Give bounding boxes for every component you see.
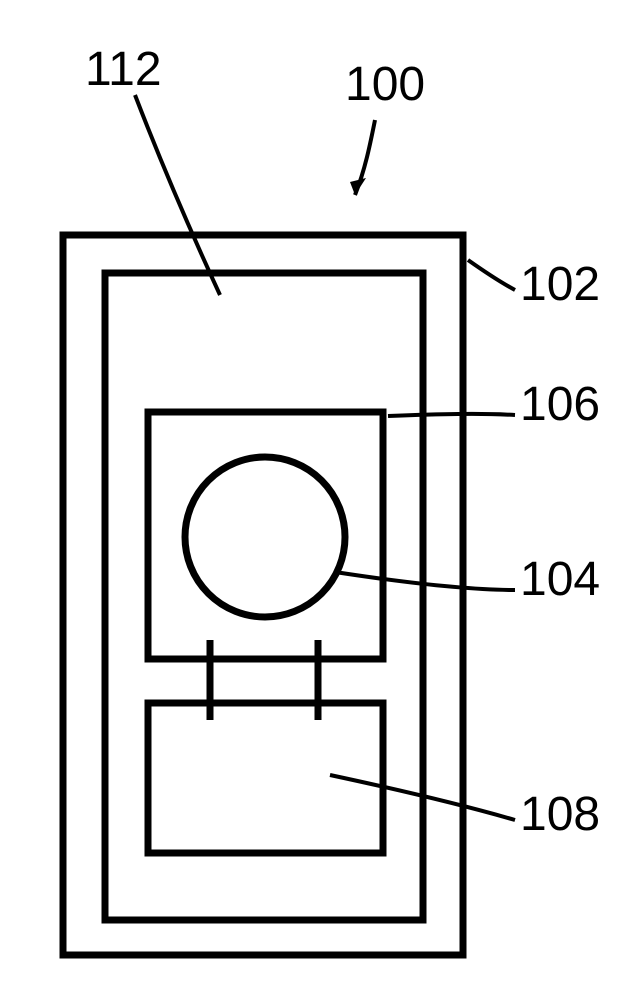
leader-112: [135, 95, 220, 295]
label-104: 104: [520, 553, 600, 606]
outer-enclosure: [63, 235, 463, 955]
inner-enclosure: [105, 273, 423, 920]
lens-circle: [185, 457, 345, 617]
label-100: 100: [345, 58, 425, 111]
leader-102: [468, 260, 515, 290]
label-108: 108: [520, 788, 600, 841]
label-106: 106: [520, 378, 600, 431]
label-102: 102: [520, 258, 600, 311]
technical-diagram: 112 100 102 106 104 108: [0, 0, 642, 1000]
label-112: 112: [85, 43, 162, 96]
leader-106: [388, 414, 515, 416]
